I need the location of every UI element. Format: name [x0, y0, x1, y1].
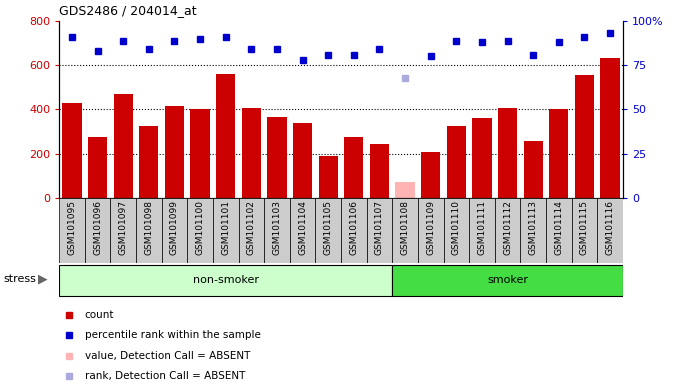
- Text: GSM101102: GSM101102: [247, 200, 256, 255]
- Bar: [59, 265, 393, 296]
- Bar: [293, 123, 313, 198]
- Bar: [498, 108, 517, 198]
- Bar: [290, 198, 315, 263]
- Text: GSM101107: GSM101107: [375, 200, 384, 255]
- Bar: [191, 109, 209, 198]
- Bar: [136, 198, 161, 263]
- Bar: [315, 198, 341, 263]
- Text: GSM101115: GSM101115: [580, 200, 589, 255]
- Text: stress: stress: [3, 273, 36, 284]
- Bar: [370, 144, 389, 198]
- Bar: [546, 198, 571, 263]
- Bar: [393, 265, 623, 296]
- Bar: [88, 137, 107, 198]
- Text: GSM101095: GSM101095: [68, 200, 77, 255]
- Bar: [393, 198, 418, 263]
- Bar: [571, 198, 597, 263]
- Text: GSM101103: GSM101103: [272, 200, 281, 255]
- Bar: [523, 141, 543, 198]
- Bar: [85, 198, 111, 263]
- Text: GSM101105: GSM101105: [324, 200, 333, 255]
- Text: smoker: smoker: [487, 275, 528, 285]
- Text: GSM101104: GSM101104: [298, 200, 307, 255]
- Text: GSM101106: GSM101106: [349, 200, 358, 255]
- Bar: [367, 198, 393, 263]
- Text: ▶: ▶: [38, 272, 48, 285]
- Text: GSM101116: GSM101116: [606, 200, 615, 255]
- Text: count: count: [84, 310, 114, 320]
- Bar: [421, 152, 441, 198]
- Text: GSM101111: GSM101111: [477, 200, 487, 255]
- Bar: [341, 198, 367, 263]
- Bar: [549, 109, 569, 198]
- Bar: [495, 198, 521, 263]
- Bar: [165, 106, 184, 198]
- Bar: [111, 198, 136, 263]
- Bar: [267, 117, 287, 198]
- Bar: [521, 198, 546, 263]
- Bar: [213, 198, 239, 263]
- Bar: [113, 94, 133, 198]
- Text: GSM101114: GSM101114: [554, 200, 563, 255]
- Text: value, Detection Call = ABSENT: value, Detection Call = ABSENT: [84, 351, 250, 361]
- Bar: [395, 182, 415, 198]
- Bar: [216, 74, 235, 198]
- Bar: [469, 198, 495, 263]
- Text: rank, Detection Call = ABSENT: rank, Detection Call = ABSENT: [84, 371, 245, 381]
- Bar: [473, 118, 491, 198]
- Bar: [264, 198, 290, 263]
- Bar: [161, 198, 187, 263]
- Text: GSM101110: GSM101110: [452, 200, 461, 255]
- Bar: [418, 198, 443, 263]
- Bar: [345, 137, 363, 198]
- Bar: [239, 198, 264, 263]
- Bar: [59, 198, 85, 263]
- Text: GSM101097: GSM101097: [119, 200, 128, 255]
- Bar: [597, 198, 623, 263]
- Bar: [447, 126, 466, 198]
- Bar: [139, 126, 159, 198]
- Text: percentile rank within the sample: percentile rank within the sample: [84, 330, 260, 340]
- Text: GSM101112: GSM101112: [503, 200, 512, 255]
- Bar: [319, 156, 338, 198]
- Text: GDS2486 / 204014_at: GDS2486 / 204014_at: [59, 4, 197, 17]
- Bar: [443, 198, 469, 263]
- Text: GSM101099: GSM101099: [170, 200, 179, 255]
- Bar: [242, 108, 261, 198]
- Text: GSM101108: GSM101108: [401, 200, 410, 255]
- Text: GSM101113: GSM101113: [529, 200, 538, 255]
- Text: GSM101100: GSM101100: [196, 200, 205, 255]
- Text: non-smoker: non-smoker: [193, 275, 259, 285]
- Text: GSM101101: GSM101101: [221, 200, 230, 255]
- Bar: [575, 75, 594, 198]
- Text: GSM101098: GSM101098: [144, 200, 153, 255]
- Text: GSM101096: GSM101096: [93, 200, 102, 255]
- Bar: [187, 198, 213, 263]
- Bar: [601, 58, 619, 198]
- Bar: [63, 103, 81, 198]
- Text: GSM101109: GSM101109: [426, 200, 435, 255]
